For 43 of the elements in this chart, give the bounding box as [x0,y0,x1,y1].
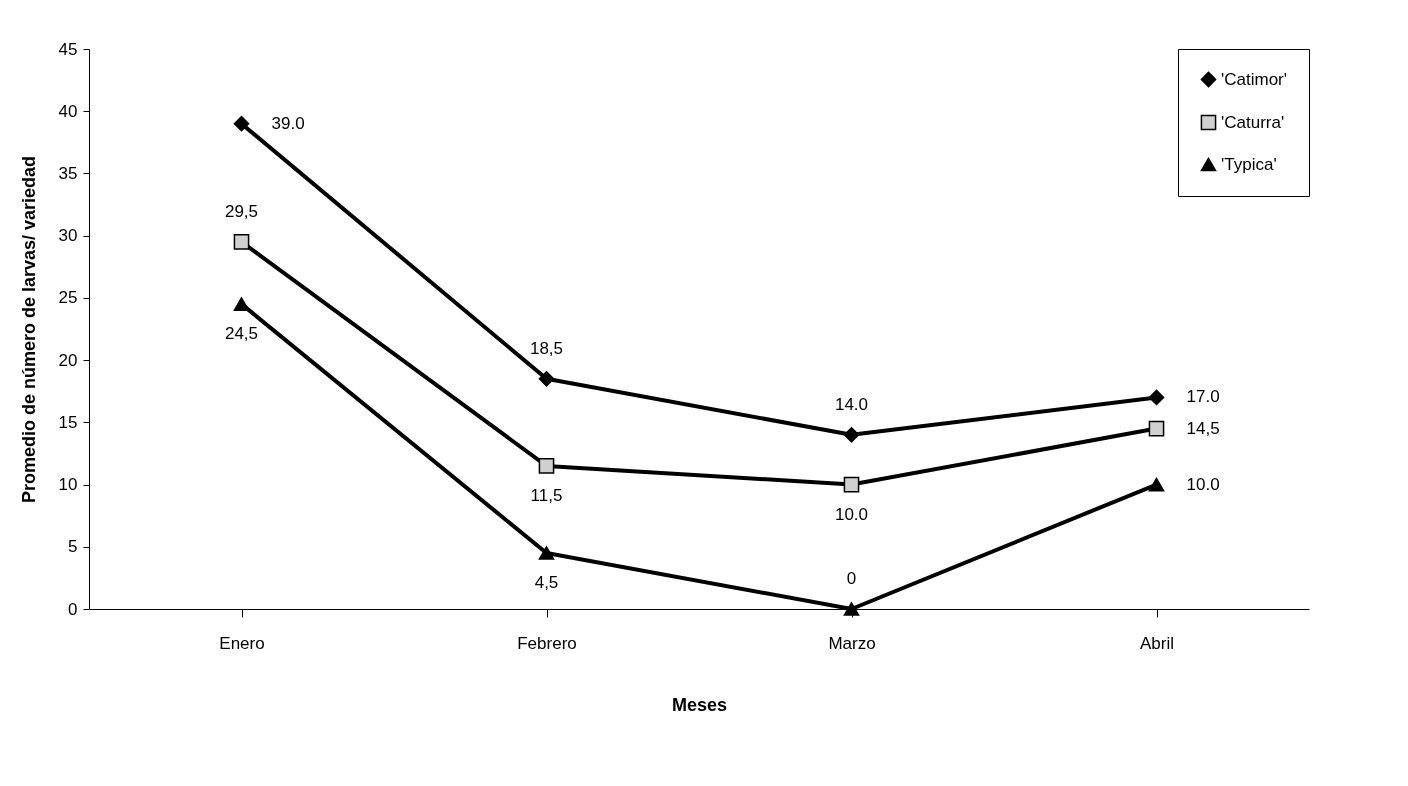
y-tick-label: 40 [58,101,78,121]
x-tick-label: Abril [1139,633,1175,653]
y-axis-title: Promedio de número de larvas/ variedad [18,155,39,504]
data-label: 18,5 [529,338,564,358]
y-tick-label: 25 [58,288,78,308]
y-tick-label: 5 [68,537,78,557]
point [233,234,250,250]
x-axis-title: Meses [671,694,728,715]
data-label: 39.0 [271,113,305,133]
data-label: 14.0 [834,394,869,414]
point [538,370,555,387]
point [233,297,250,311]
x-tick-label: Enero [219,633,265,653]
data-label: 17.0 [1186,387,1220,407]
x-tick-label: Marzo [828,633,876,653]
data-label: 14,5 [1186,418,1220,438]
y-tick-label: 15 [58,412,78,432]
legend-label: 'Catimor' [1221,69,1287,89]
y-tick-label: 30 [58,226,78,246]
legend-label: 'Typica' [1221,154,1277,174]
data-label: 29,5 [224,201,259,221]
y-tick-label: 45 [58,39,78,59]
point [233,115,250,132]
legend-label: 'Caturra' [1221,112,1285,132]
point [538,546,555,560]
point [1148,389,1165,406]
x-tick-label: Febrero [517,633,577,653]
data-label: 11,5 [530,485,563,505]
data-label: 10.0 [1186,474,1220,494]
point [1148,420,1165,437]
y-tick-label: 20 [58,350,78,370]
y-tick-label: 35 [58,163,78,183]
point [843,602,860,616]
data-label: 24,5 [224,324,259,344]
data-label: 0 [846,569,857,588]
point [1148,477,1165,492]
point [538,458,555,474]
y-tick-label: 10 [58,475,78,495]
point [843,476,860,493]
y-tick-label: 0 [68,599,78,619]
data-label: 10.0 [834,504,869,524]
data-label: 4,5 [534,573,559,592]
point [843,426,860,443]
